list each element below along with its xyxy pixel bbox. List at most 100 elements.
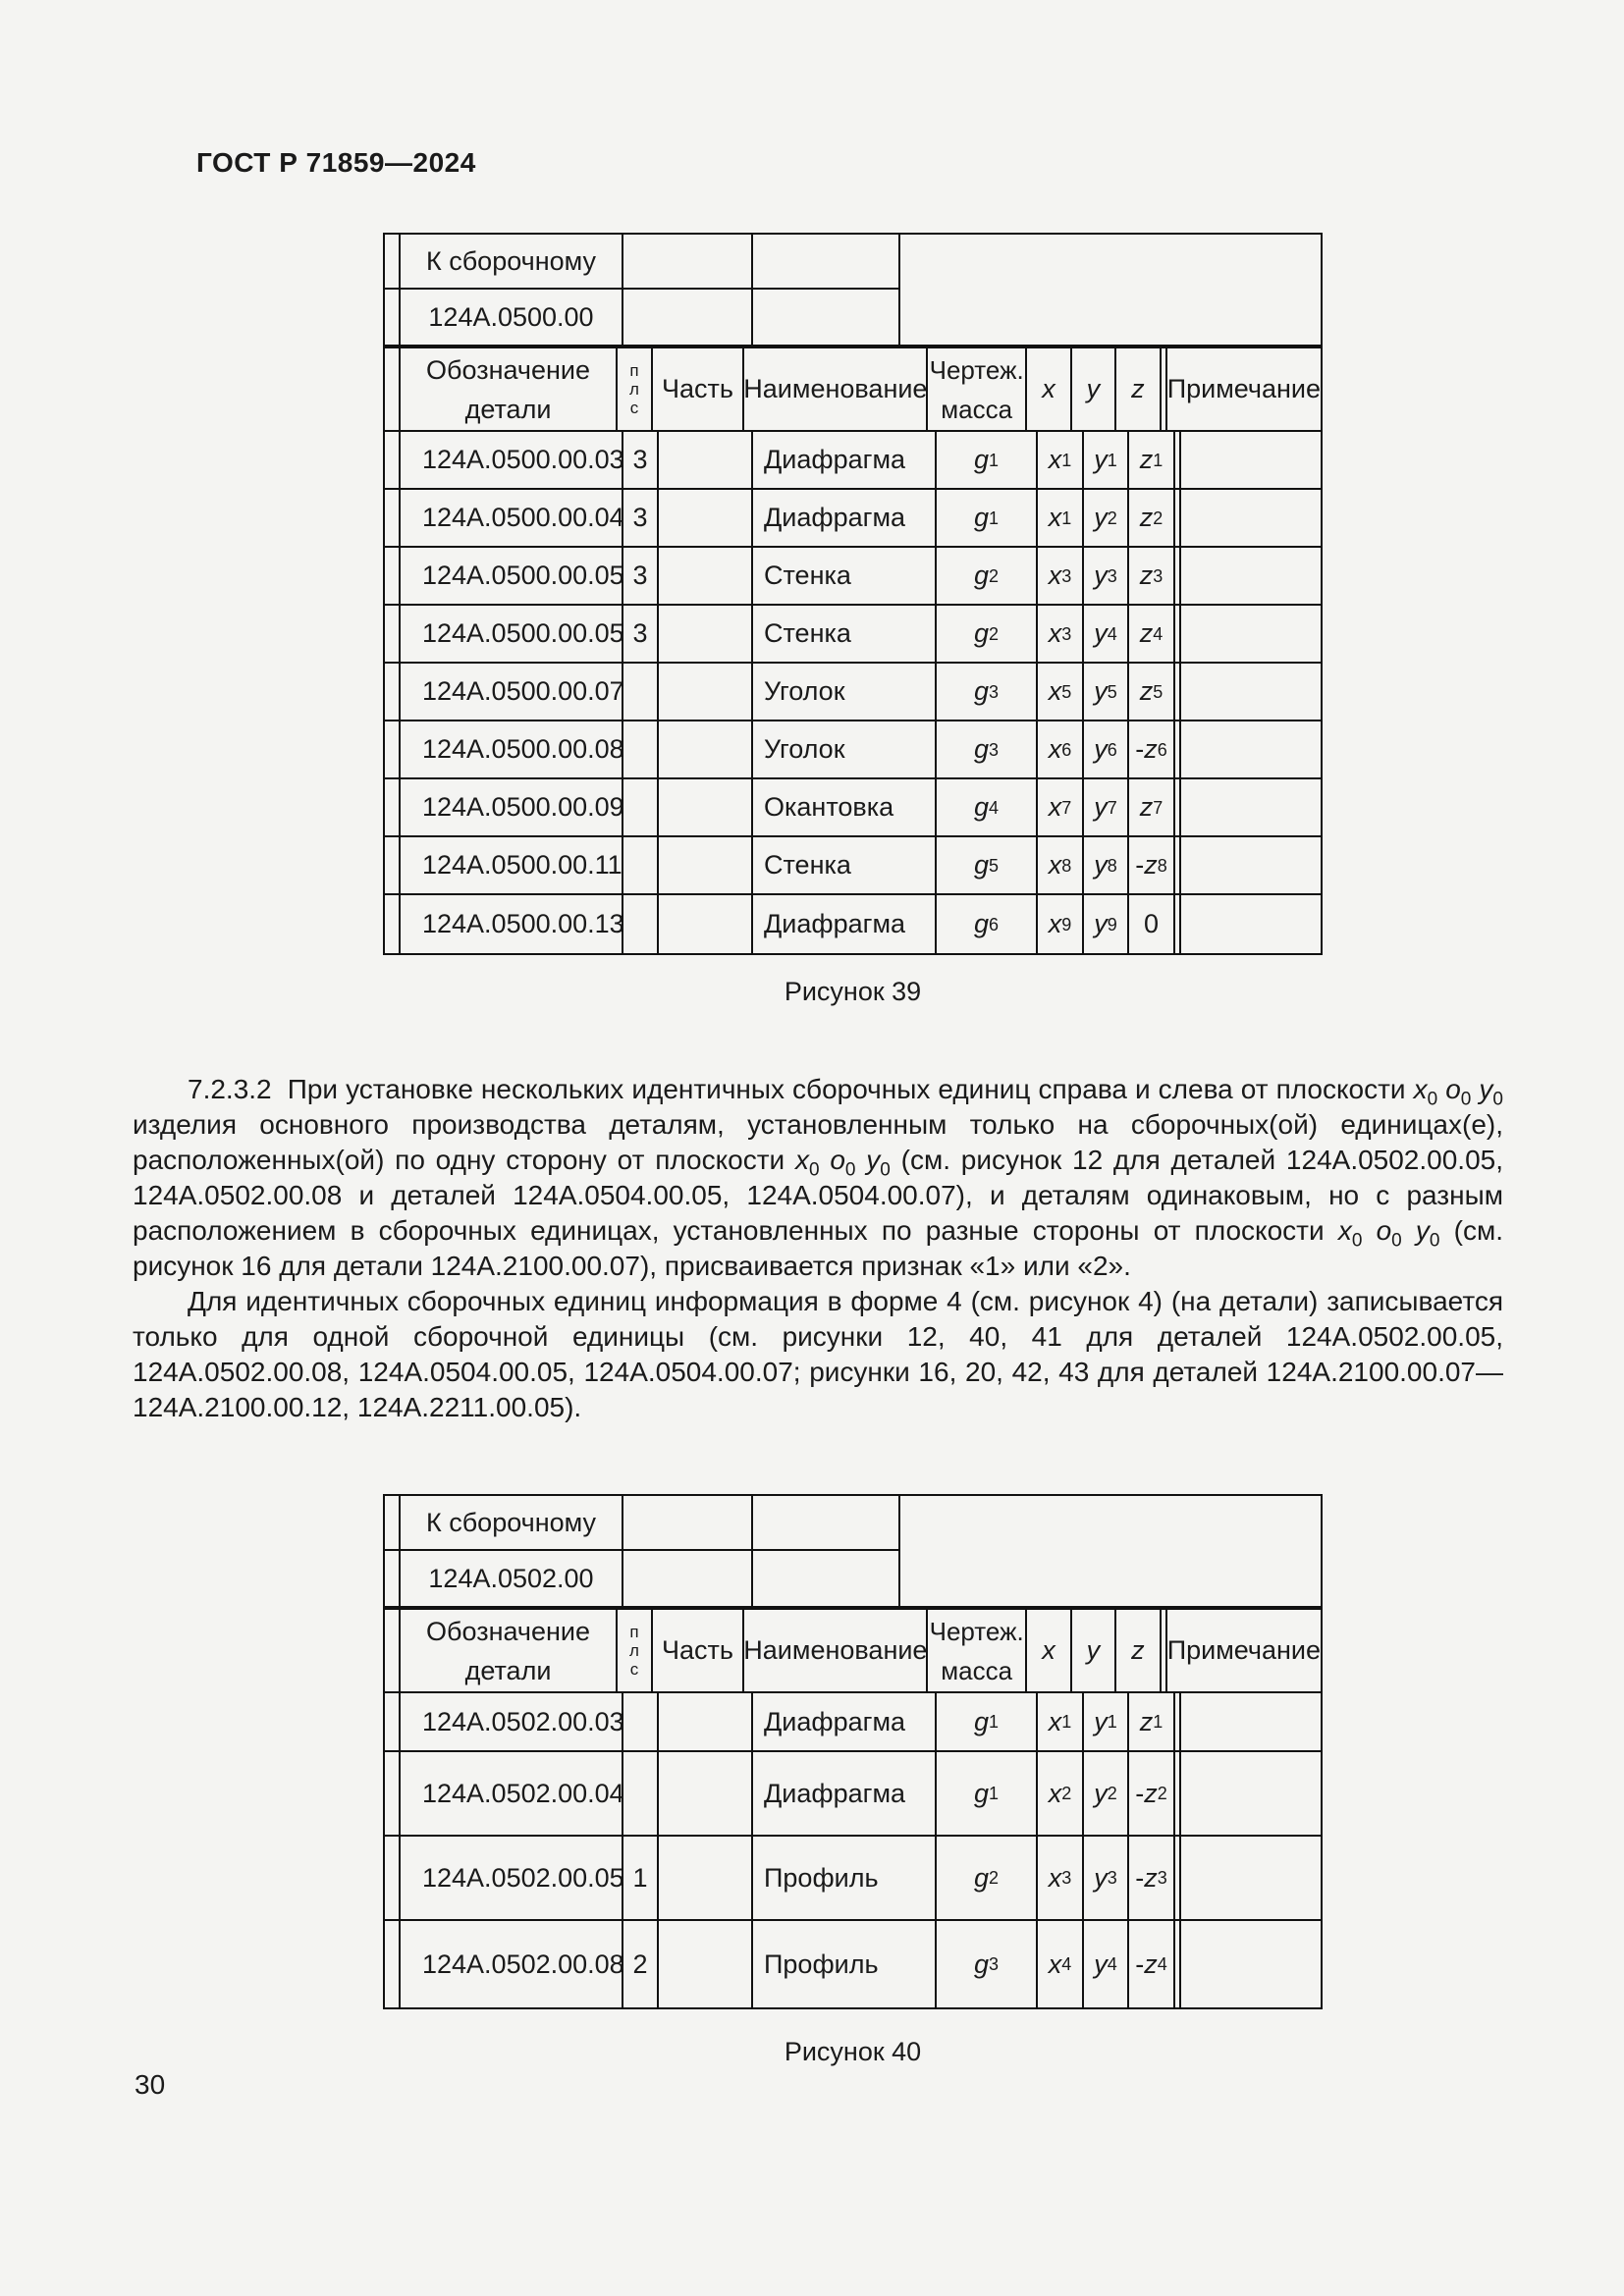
table-row: 124А.0500.00.05 3 Стенка g 2 x 3 y 4 z 4	[385, 606, 1321, 664]
empty-cell	[385, 1837, 401, 1919]
empty-cell	[385, 290, 401, 345]
plc-cell: 3	[623, 548, 659, 604]
note-cell	[1181, 837, 1321, 893]
plc-cell	[623, 779, 659, 835]
double-rule-gap	[1175, 1837, 1181, 1919]
name-cell: Диафрагма	[753, 432, 937, 488]
z-header: z	[1116, 1610, 1162, 1691]
empty-merged-cell	[900, 235, 1321, 345]
assembly-number-cell: 124А.0500.00	[401, 290, 623, 345]
standard-reference: ГОСТ Р 71859—2024	[196, 147, 476, 178]
designation-cell: 124А.0500.00.09	[401, 779, 624, 835]
table-row: 124А.0500.00.09 Окантовка g 4 x 7 y 7 z 7	[385, 779, 1321, 837]
double-rule-gap	[1175, 779, 1181, 835]
designation-cell: 124А.0502.00.03	[401, 1693, 624, 1750]
part-cell	[659, 1693, 753, 1750]
note-cell	[1181, 490, 1321, 546]
part-cell	[659, 837, 753, 893]
table-row: 124А.0500.00.08 Уголок g 3 x 6 y 6- z 6	[385, 721, 1321, 779]
empty-merged-cell	[900, 1496, 1321, 1606]
top-label-cell: К сборочному	[401, 1496, 623, 1551]
note-header: Примечание	[1166, 1635, 1322, 1665]
designation-cell: 124А.0502.00.04	[401, 1752, 624, 1835]
empty-cell	[385, 1496, 401, 1551]
double-rule-gap	[1175, 490, 1181, 546]
empty-cell	[385, 1551, 401, 1606]
part-cell	[659, 895, 753, 953]
double-rule-gap	[1175, 1752, 1181, 1835]
name-cell: Стенка	[753, 837, 937, 893]
mass-header: Чертеж. масса	[928, 348, 1027, 430]
table-row: 124А.0502.00.03 Диафрагма g 1 x 1 y 1 z 1	[385, 1693, 1321, 1752]
note-cell	[1181, 721, 1321, 777]
empty-cell	[385, 1610, 401, 1691]
note-cell	[1181, 548, 1321, 604]
name-cell: Уголок	[753, 721, 937, 777]
plc-cell	[623, 721, 659, 777]
y-header: y	[1072, 1610, 1116, 1691]
name-cell: Диафрагма	[753, 490, 937, 546]
name-header: Наименование	[743, 348, 929, 430]
part-cell	[659, 490, 753, 546]
plc-cell	[623, 664, 659, 720]
note-cell	[1181, 1693, 1321, 1750]
designation-header: Обозначение детали	[401, 348, 619, 430]
name-cell: Уголок	[753, 664, 937, 720]
double-rule-gap	[1175, 548, 1181, 604]
page-number: 30	[135, 2069, 166, 2100]
empty-cell	[385, 490, 401, 546]
table-row: 124А.0500.00.04 3 Диафрагма g 1 x 1 y 2 z 2	[385, 490, 1321, 548]
empty-cell	[753, 290, 900, 345]
double-rule-gap	[1175, 837, 1181, 893]
designation-cell: 124А.0500.00.03	[401, 432, 624, 488]
table-row: 124А.0500.00.13 Диафрагма g 6 x 9 y 9 0	[385, 895, 1321, 953]
note-cell	[1181, 1837, 1321, 1919]
plc-cell: 1	[623, 1837, 659, 1919]
note-cell	[1181, 432, 1321, 488]
part-cell	[659, 432, 753, 488]
designation-header: Обозначение детали	[401, 1610, 619, 1691]
note-cell	[1181, 1921, 1321, 2007]
form4-table-figure40: К сборочному 124А.0502.00 Обозначение де…	[383, 1494, 1323, 2009]
plc-cell: 2	[623, 1921, 659, 2007]
part-cell	[659, 1837, 753, 1919]
mass-header: Чертеж. масса	[928, 1610, 1027, 1691]
empty-cell	[753, 1551, 900, 1606]
plc-cell: 3	[623, 490, 659, 546]
assembly-number-cell: 124А.0502.00	[401, 1551, 623, 1606]
double-rule-gap	[1162, 348, 1167, 430]
note-cell	[1181, 1752, 1321, 1835]
empty-cell	[753, 1496, 900, 1551]
double-rule-gap	[1175, 664, 1181, 720]
